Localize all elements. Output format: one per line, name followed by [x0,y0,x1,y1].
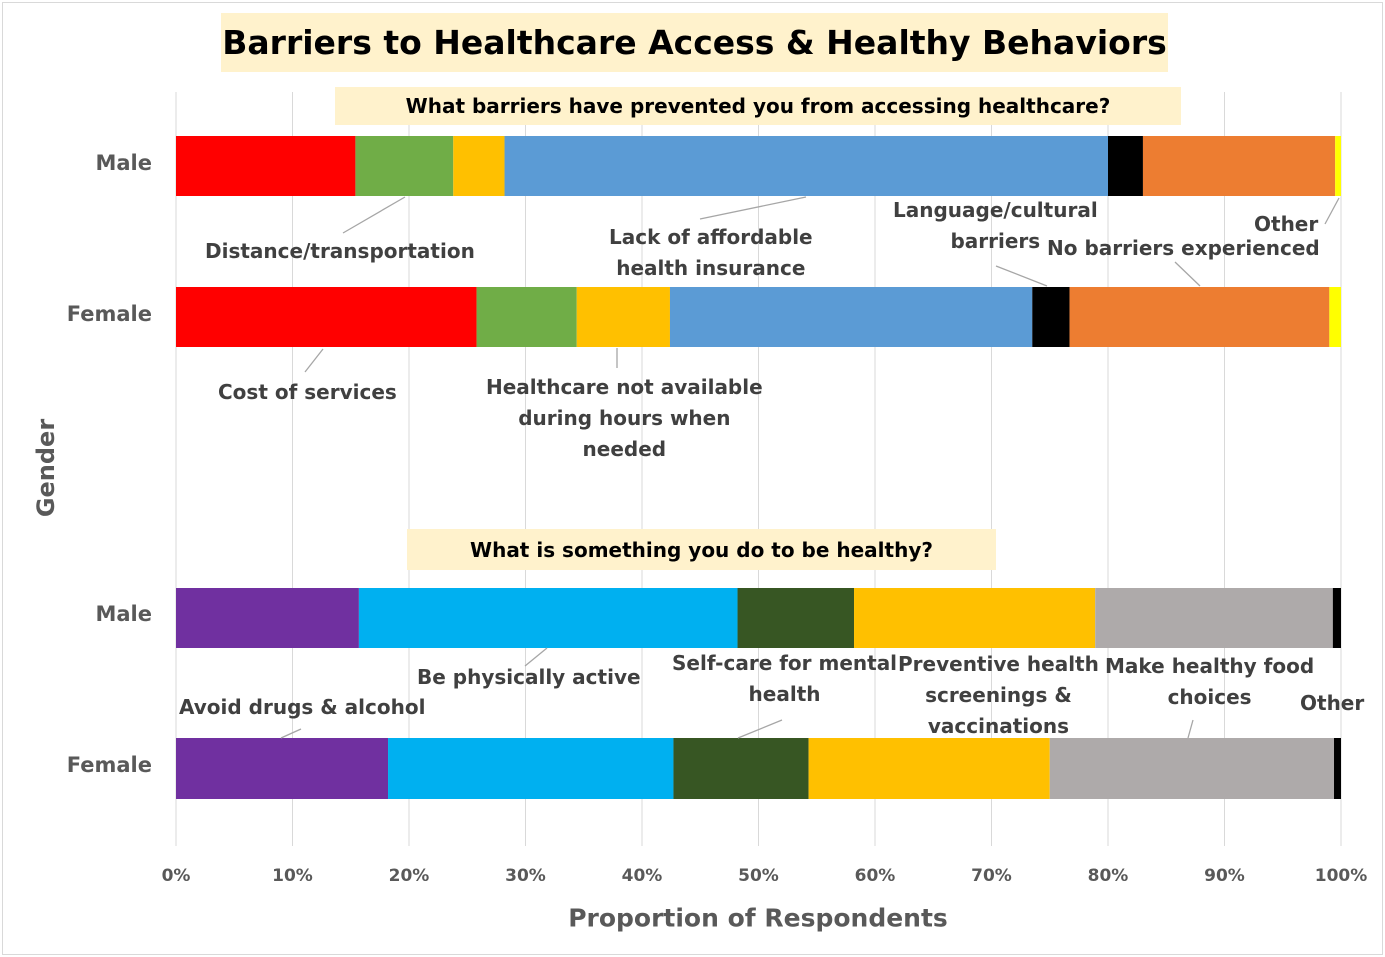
bar-segment-0-female-4 [1032,287,1070,347]
category-label-male-barriers: Male [95,151,152,175]
leader-line-3 [699,196,807,220]
leader-line-5 [1174,261,1201,287]
x-tick-label: 70% [971,866,1012,886]
barriers-subtitle: What barriers have prevented you from ac… [335,87,1181,125]
bar-segment-1-female-2 [673,738,809,799]
chart-title-box: Barriers to Healthcare Access & Healthy … [221,13,1168,72]
bar-segment-0-male-0 [176,136,356,196]
leader-line-4 [995,265,1048,287]
bar-segment-1-male-4 [1095,588,1333,648]
bar-segment-0-female-0 [176,287,477,347]
leader-line-10 [1187,719,1194,739]
bar-segment-1-male-5 [1332,588,1341,648]
x-tick-label: 60% [854,866,896,886]
x-tick-label: 0% [161,866,191,886]
bar-segment-1-female-0 [176,738,389,799]
bar-segment-0-female-6 [1329,287,1341,347]
bar-segment-0-male-3 [504,136,1108,196]
category-label-male-healthy: Male [95,602,152,626]
bar-segment-0-female-5 [1069,287,1330,347]
healthy-subtitle: What is something you do to be healthy? [407,529,996,570]
bar-segment-0-female-3 [669,287,1033,347]
annotation-preventive: Preventive health screenings & vaccinati… [898,652,1099,738]
annotation-affordable-insurance: Lack of affordable health insurance [609,225,813,280]
category-label-female-barriers: Female [66,302,152,326]
bar-segment-1-male-2 [737,588,855,648]
y-axis-title: Gender [32,418,60,518]
leader-line-7 [524,647,548,667]
x-tick-label: 80% [1087,866,1129,886]
bar-segment-0-male-6 [1335,136,1341,196]
bar-segment-0-male-4 [1108,136,1143,196]
bar-segment-1-female-5 [1334,738,1341,799]
annotation-language-cultural: Language/cultural barriers [893,198,1098,253]
bar-segment-0-female-1 [476,287,577,347]
leader-line-9 [737,719,783,739]
x-tick-label: 90% [1204,866,1245,886]
x-tick-label: 10% [272,866,313,886]
annotation-other-healthy: Other [1300,691,1365,715]
bar-segment-1-male-0 [176,588,359,648]
x-tick-label: 20% [388,866,430,886]
annotation-other-barriers: Other [1254,212,1319,236]
bar-segment-0-male-2 [453,136,505,196]
annotation-distance-transportation: Distance/transportation [205,239,475,263]
category-label-female-healthy: Female [66,753,152,777]
leader-line-1 [342,196,406,234]
leader-line-8 [280,728,302,739]
x-tick-label: 50% [738,866,779,886]
bar-segment-1-female-3 [808,738,1050,799]
x-tick-label: 40% [621,866,663,886]
annotation-physically-active: Be physically active [417,665,641,689]
annotation-healthy-food: Make healthy food choices [1105,654,1315,709]
annotation-mental-health: Self-care for mental health [672,651,898,706]
bar-segment-1-male-3 [854,588,1096,648]
x-tick-label: 30% [505,866,546,886]
bar-segment-1-female-4 [1049,738,1335,799]
bar-segment-1-male-1 [358,588,738,648]
leader-line-6 [1324,197,1340,225]
annotation-no-barriers: No barriers experienced [1047,236,1320,260]
chart-title: Barriers to Healthcare Access & Healthy … [222,23,1167,62]
x-axis-title: Proportion of Respondents [568,903,948,933]
leader-line-0 [304,348,324,373]
annotation-healthcare-hours: Healthcare not available during hours wh… [486,375,763,461]
bar-segment-0-male-5 [1142,136,1336,196]
annotation-avoid-drugs: Avoid drugs & alcohol [179,695,426,719]
bar-segment-0-male-1 [355,136,454,196]
annotation-cost-of-services: Cost of services [218,380,397,404]
bar-segment-1-female-1 [388,738,674,799]
bar-segment-0-female-2 [576,287,670,347]
x-tick-label: 100% [1314,866,1368,886]
